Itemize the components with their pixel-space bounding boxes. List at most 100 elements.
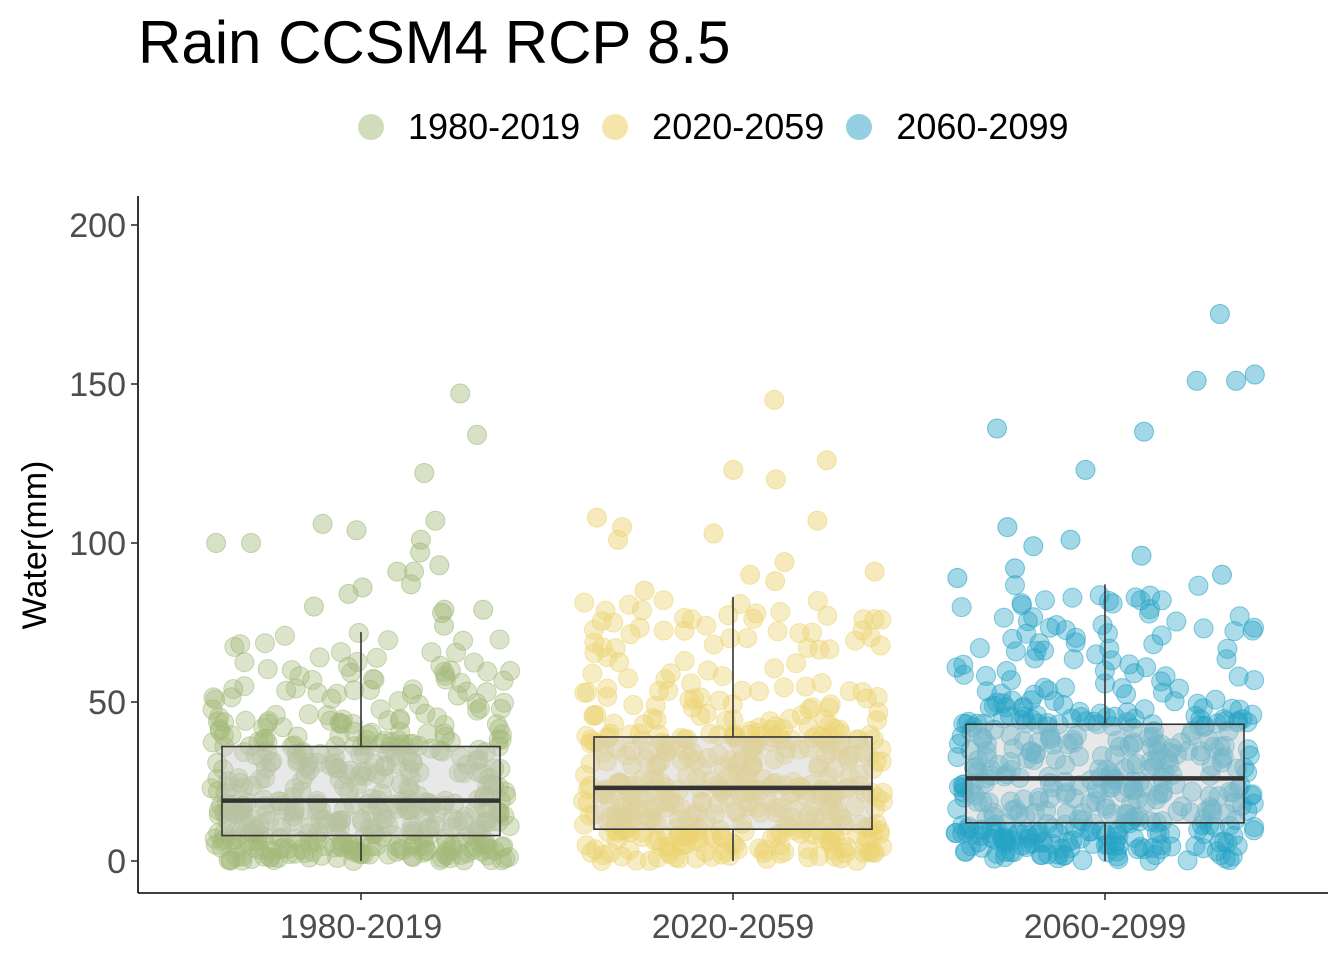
- data-point-2060-2099: [1048, 844, 1069, 865]
- data-point-2060-2099: [1152, 782, 1173, 803]
- data-point-2060-2099: [1242, 620, 1263, 641]
- data-point-2020-2059: [856, 688, 877, 709]
- data-point-2020-2059: [653, 590, 674, 611]
- data-point-1980-2019: [362, 824, 383, 844]
- data-point-1980-2019: [421, 642, 442, 663]
- data-point-2020-2059: [869, 820, 890, 841]
- data-point-2020-2059: [819, 639, 840, 660]
- data-point-1980-2019: [205, 834, 226, 855]
- data-point-1980-2019: [401, 684, 422, 705]
- data-point-2060-2099: [964, 824, 985, 845]
- data-point-2020-2059: [681, 673, 701, 694]
- outlier-point-2060-2099: [1212, 564, 1232, 585]
- data-point-2060-2099: [1043, 734, 1064, 755]
- data-point-2020-2059: [797, 637, 818, 658]
- data-point-2020-2059: [628, 799, 649, 820]
- data-point-2060-2099: [1062, 587, 1083, 608]
- data-point-2060-2099: [1081, 821, 1102, 842]
- data-point-1980-2019: [491, 729, 512, 750]
- data-point-1980-2019: [331, 810, 351, 831]
- data-point-1980-2019: [461, 824, 482, 845]
- data-point-2060-2099: [1224, 621, 1245, 642]
- data-point-2020-2059: [863, 758, 883, 779]
- outlier-point-1980-2019: [303, 596, 324, 617]
- data-point-2020-2059: [750, 802, 771, 823]
- data-point-2020-2059: [669, 848, 689, 869]
- data-point-1980-2019: [271, 817, 292, 838]
- data-point-1980-2019: [228, 768, 249, 789]
- data-point-1980-2019: [347, 651, 368, 672]
- data-point-2060-2099: [1092, 614, 1113, 635]
- data-point-2020-2059: [645, 831, 666, 851]
- data-point-2060-2099: [1228, 666, 1249, 687]
- outlier-point-2020-2059: [816, 450, 837, 471]
- data-point-1980-2019: [489, 629, 510, 650]
- legend-swatch-2020-2059: [602, 114, 629, 140]
- data-point-2060-2099: [1013, 731, 1034, 752]
- data-point-2060-2099: [1152, 682, 1173, 703]
- data-point-2020-2059: [643, 797, 664, 818]
- data-point-2020-2059: [580, 753, 601, 774]
- data-point-2020-2059: [659, 791, 680, 812]
- data-point-2060-2099: [1023, 607, 1044, 628]
- data-point-2060-2099: [1021, 690, 1042, 711]
- data-point-1980-2019: [373, 768, 394, 789]
- data-point-2020-2059: [708, 744, 729, 765]
- data-point-1980-2019: [430, 850, 451, 871]
- data-point-1980-2019: [214, 822, 235, 843]
- data-point-1980-2019: [491, 850, 512, 871]
- data-point-1980-2019: [375, 808, 396, 829]
- data-point-2060-2099: [1155, 666, 1176, 687]
- data-point-1980-2019: [306, 827, 327, 848]
- data-point-2060-2099: [1068, 746, 1089, 767]
- data-point-2020-2059: [819, 697, 840, 718]
- data-point-2020-2059: [817, 605, 838, 626]
- data-point-2060-2099: [1136, 657, 1157, 678]
- box-2020-2059: [593, 736, 873, 830]
- data-point-2020-2059: [824, 718, 845, 739]
- outlier-point-1980-2019: [473, 599, 494, 620]
- data-point-1980-2019: [402, 733, 423, 754]
- data-point-2020-2059: [770, 835, 791, 856]
- outlier-point-1980-2019: [346, 520, 367, 541]
- data-point-2020-2059: [600, 723, 621, 744]
- outlier-point-2020-2059: [740, 564, 761, 585]
- outlier-point-2020-2059: [764, 389, 785, 410]
- data-point-1980-2019: [203, 687, 224, 708]
- data-point-2060-2099: [1007, 824, 1028, 845]
- data-point-1980-2019: [274, 625, 295, 646]
- data-point-1980-2019: [364, 669, 385, 690]
- data-point-1980-2019: [481, 850, 502, 871]
- data-point-2020-2059: [767, 621, 788, 642]
- data-point-2060-2099: [1207, 713, 1227, 734]
- data-point-2020-2059: [864, 609, 885, 630]
- data-point-1980-2019: [378, 630, 399, 651]
- data-point-2020-2059: [619, 840, 640, 861]
- data-point-1980-2019: [204, 828, 225, 849]
- data-point-2060-2099: [1146, 789, 1167, 810]
- data-point-2020-2059: [609, 652, 630, 673]
- data-point-1980-2019: [435, 669, 456, 690]
- data-point-2020-2059: [863, 729, 884, 750]
- data-point-2060-2099: [1013, 696, 1034, 717]
- outlier-point-1980-2019: [425, 510, 446, 531]
- data-point-2020-2059: [660, 663, 681, 684]
- data-point-2020-2059: [770, 601, 791, 622]
- data-point-1980-2019: [307, 683, 328, 703]
- data-point-2020-2059: [682, 742, 703, 763]
- data-point-2020-2059: [820, 694, 841, 715]
- outlier-point-2020-2059: [765, 571, 786, 592]
- data-point-2060-2099: [1084, 711, 1104, 732]
- data-point-2060-2099: [1028, 787, 1049, 808]
- y-tick-label-150: 150: [69, 366, 126, 404]
- data-point-2060-2099: [1065, 627, 1086, 648]
- data-point-2020-2059: [700, 723, 721, 744]
- data-point-2020-2059: [868, 702, 889, 723]
- data-point-2020-2059: [872, 791, 893, 812]
- data-point-2060-2099: [1023, 750, 1044, 771]
- data-point-1980-2019: [390, 838, 411, 859]
- data-point-2060-2099: [1039, 788, 1060, 809]
- data-point-2020-2059: [784, 799, 805, 820]
- data-point-2020-2059: [734, 821, 755, 842]
- data-point-2060-2099: [996, 661, 1017, 681]
